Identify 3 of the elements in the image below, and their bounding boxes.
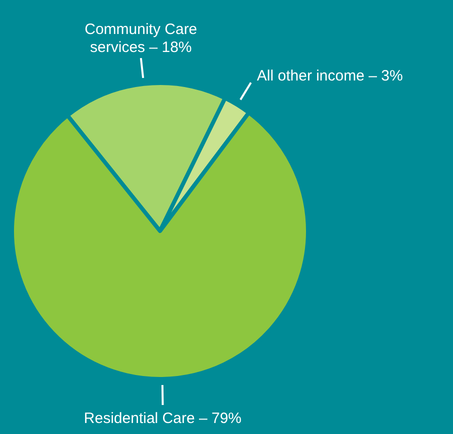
slice-label: All other income – 3% — [256, 68, 403, 85]
slice-label: Community Care services – 18% — [84, 21, 198, 56]
slice-label: Residential Care – 79% — [84, 410, 242, 427]
